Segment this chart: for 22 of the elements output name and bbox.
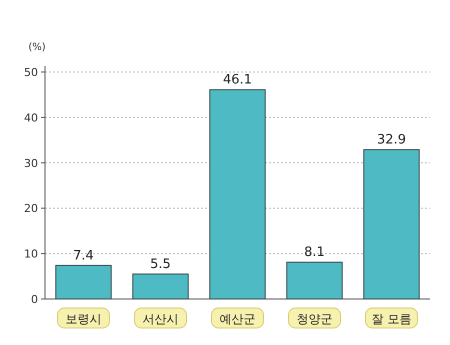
y-tick-label: 30 (24, 156, 38, 170)
x-tick-label: 예산군 (220, 312, 256, 326)
y-tick-label: 20 (24, 202, 38, 216)
data-label: 32.9 (377, 132, 406, 148)
x-tick-label: 잘 모름 (372, 312, 412, 326)
data-label: 5.5 (150, 257, 171, 272)
x-tick-label: 서산시 (142, 312, 178, 326)
x-tick-label: 청양군 (296, 312, 332, 326)
data-label: 7.4 (73, 248, 94, 264)
data-label: 8.1 (304, 245, 325, 260)
data-label: 46.1 (223, 72, 252, 88)
y-tick-label: 40 (24, 111, 38, 124)
y-tick-label: 50 (24, 66, 38, 79)
y-tick-label: 10 (24, 248, 38, 261)
x-tick-label: 보령시 (66, 312, 102, 326)
y-tick-label: 0 (31, 293, 38, 306)
y-axis-title: (%) (28, 42, 46, 53)
bar (209, 89, 266, 300)
bar (363, 149, 420, 300)
bar (55, 264, 112, 300)
bar (132, 274, 189, 300)
bar (286, 262, 343, 300)
